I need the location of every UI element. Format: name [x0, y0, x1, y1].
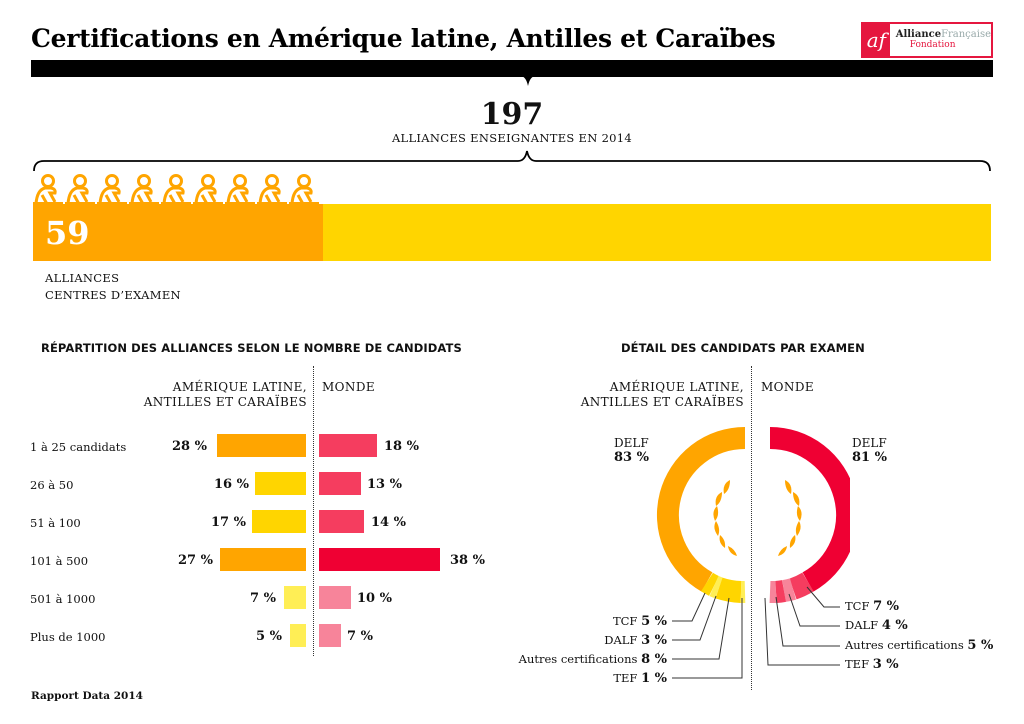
- world-pct: 14 %: [371, 515, 406, 530]
- people-icons: [33, 173, 319, 205]
- person-icon: [97, 174, 127, 205]
- left-col-region-header: AMÉRIQUE LATINE, ANTILLES ET CARAÏBES: [100, 380, 307, 410]
- world-autres-legend: Autres certifications 5 %: [845, 638, 994, 653]
- left-divider: [313, 366, 314, 656]
- left-col-region-line2: ANTILLES ET CARAÏBES: [143, 395, 307, 409]
- region-bar: [255, 472, 306, 495]
- af-logo-mark: af: [863, 24, 890, 56]
- right-col-world-header: MONDE: [761, 380, 815, 394]
- header-bar: [31, 60, 993, 77]
- world-pct: 10 %: [357, 591, 392, 606]
- world-pct: 38 %: [450, 553, 485, 568]
- laurel-wreath-icon: [713, 480, 802, 556]
- world-bar: [319, 510, 364, 533]
- region-bar: [290, 624, 306, 647]
- logo-name-bold: Alliance: [895, 29, 942, 40]
- left-col-region-line1: AMÉRIQUE LATINE,: [172, 380, 307, 394]
- person-icon: [193, 174, 223, 205]
- world-pct: 7 %: [347, 629, 373, 644]
- region-dalf-legend: DALF 3 %: [604, 633, 667, 648]
- page-title: Certifications en Amérique latine, Antil…: [31, 24, 776, 53]
- world-bar: [319, 434, 377, 457]
- exam-centers-label-line1: ALLIANCES: [45, 271, 120, 285]
- region-pct: 16 %: [214, 477, 249, 492]
- alliance-francaise-logo: af AllianceFrançaise Fondation: [861, 22, 993, 58]
- world-pct: 13 %: [367, 477, 402, 492]
- world-pct: 18 %: [384, 439, 419, 454]
- region-pct: 17 %: [211, 515, 246, 530]
- region-pct: 27 %: [178, 553, 213, 568]
- left-col-world-header: MONDE: [322, 380, 376, 394]
- person-icon: [289, 174, 319, 205]
- exam-donut-chart: [656, 427, 850, 604]
- world-delf-name: DELF: [852, 436, 887, 450]
- world-delf-pct: 81 %: [852, 450, 887, 465]
- region-bar: [220, 548, 306, 571]
- person-icon: [129, 174, 159, 205]
- person-icon: [257, 174, 287, 205]
- brace-icon: [33, 150, 991, 172]
- world-tef-legend: TEF 3 %: [845, 657, 899, 672]
- footer-text: Rapport Data 2014: [31, 690, 143, 702]
- region-bar: [252, 510, 306, 533]
- exam-centers-number: 59: [45, 214, 90, 252]
- person-icon: [161, 174, 191, 205]
- region-pct: 28 %: [172, 439, 207, 454]
- total-alliances-number: 197: [480, 97, 544, 132]
- total-alliances-label: ALLIANCES ENSEIGNANTES EN 2014: [391, 131, 633, 145]
- region-tcf-legend: TCF 5 %: [612, 614, 667, 629]
- header-notch-icon: [520, 76, 536, 86]
- world-bar: [319, 548, 440, 571]
- row-label: 26 à 50: [30, 478, 74, 492]
- world-dalf-legend: DALF 4 %: [845, 618, 908, 633]
- right-col-region-line2: ANTILLES ET CARAÏBES: [580, 395, 744, 409]
- right-col-region-line1: AMÉRIQUE LATINE,: [609, 380, 744, 394]
- row-label: 51 à 100: [30, 516, 81, 530]
- world-bar: [319, 586, 351, 609]
- exam-centers-label-line2: CENTRES D’EXAMEN: [45, 288, 181, 302]
- region-delf-pct: 83 %: [614, 450, 649, 465]
- left-section-title: RÉPARTITION DES ALLIANCES SELON LE NOMBR…: [41, 341, 462, 355]
- logo-subtitle: Fondation: [909, 40, 956, 50]
- region-autres-legend: Autres certifications 8 %: [518, 652, 667, 667]
- region-bar: [217, 434, 306, 457]
- world-tcf-legend: TCF 7 %: [845, 599, 900, 614]
- logo-name-light: Française: [941, 29, 991, 40]
- region-pct: 7 %: [250, 591, 276, 606]
- exam-centers-bar: [33, 204, 323, 261]
- row-label: Plus de 1000: [30, 630, 106, 644]
- right-section-title: DÉTAIL DES CANDIDATS PAR EXAMEN: [621, 341, 865, 355]
- right-col-region-header: AMÉRIQUE LATINE, ANTILLES ET CARAÏBES: [540, 380, 744, 410]
- world-bar: [319, 624, 341, 647]
- region-delf-name: DELF: [614, 436, 649, 450]
- right-divider: [751, 366, 752, 690]
- region-tef-legend: TEF 1 %: [613, 671, 667, 686]
- row-label: 101 à 500: [30, 554, 89, 568]
- person-icon: [65, 174, 95, 205]
- region-delf-label: DELF 83 %: [614, 436, 649, 465]
- world-delf-label: DELF 81 %: [852, 436, 887, 465]
- row-label: 501 à 1000: [30, 592, 96, 606]
- region-bar: [284, 586, 306, 609]
- person-icon: [33, 174, 63, 205]
- world-bar: [319, 472, 361, 495]
- region-pct: 5 %: [256, 629, 282, 644]
- exam-centers-label: ALLIANCES CENTRES D’EXAMEN: [45, 270, 181, 304]
- person-icon: [225, 174, 255, 205]
- row-label: 1 à 25 candidats: [30, 440, 127, 454]
